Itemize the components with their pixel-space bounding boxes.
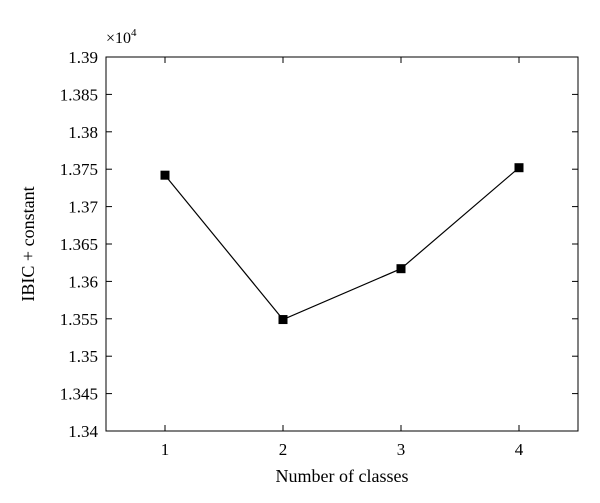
x-tick-label: 3 (397, 440, 406, 459)
y-axis-ticks: 1.34 1.345 1.35 1.355 1.36 1.365 1.37 1.375 1.38… (60, 48, 578, 441)
y-tick-label: 1.355 (60, 310, 98, 329)
series-line (164, 167, 520, 321)
y-tick-label: 1.385 (60, 85, 98, 104)
y-tick-label: 1.345 (60, 385, 98, 404)
x-tick-label: 1 (161, 440, 170, 459)
data-point-marker (160, 170, 170, 180)
y-tick-label: 1.38 (68, 123, 98, 142)
x-axis-ticks: 1 2 3 4 (161, 57, 524, 459)
y-axis-multiplier-exponent: 4 (131, 27, 137, 39)
y-tick-label: 1.35 (68, 347, 98, 366)
y-axis-multiplier-base: ×10 (106, 30, 131, 47)
y-tick-label: 1.34 (68, 422, 98, 441)
data-point-marker (514, 163, 524, 173)
x-tick-label: 2 (279, 440, 288, 459)
x-axis-title: Number of classes (276, 466, 409, 486)
y-tick-label: 1.375 (60, 160, 98, 179)
y-axis-title: IBIC + constant (18, 186, 38, 301)
y-tick-label: 1.37 (68, 198, 98, 217)
plot-area (105, 56, 579, 432)
y-tick-label: 1.36 (68, 272, 98, 291)
series-layer (160, 163, 524, 325)
y-tick-label: 1.39 (68, 48, 98, 67)
data-point-marker (278, 315, 288, 325)
data-point-marker (396, 264, 406, 274)
x-tick-label: 4 (515, 440, 524, 459)
y-tick-label: 1.365 (60, 235, 98, 254)
y-axis-multiplier: ×104 (106, 27, 137, 47)
